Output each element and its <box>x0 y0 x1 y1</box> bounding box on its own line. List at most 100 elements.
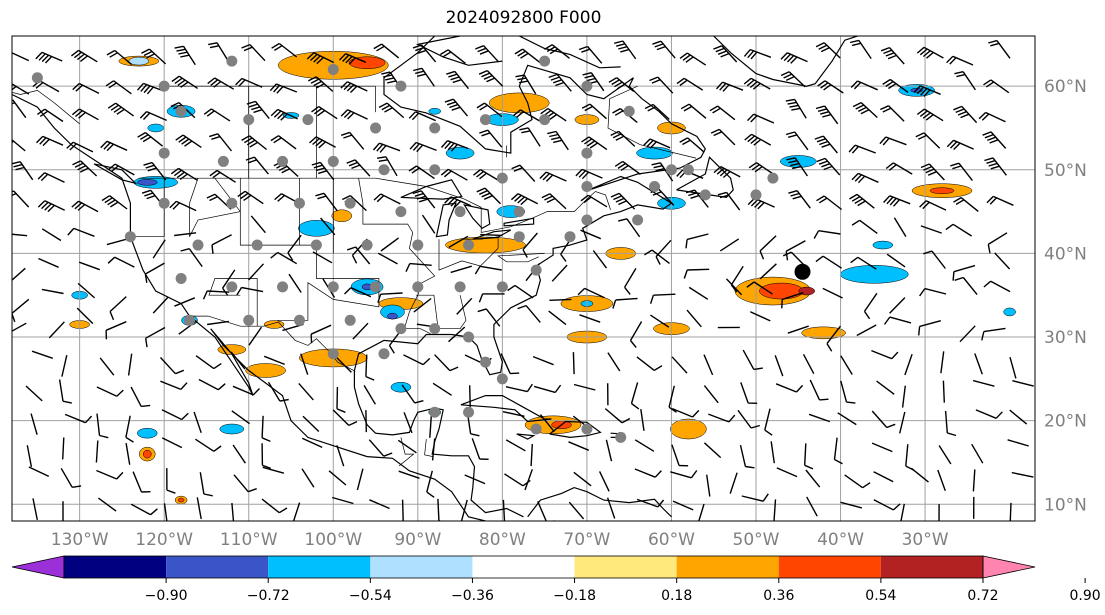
wind-barb <box>450 265 472 274</box>
wind-barb <box>541 193 567 210</box>
wind-barb <box>764 408 773 436</box>
anomaly-contour <box>801 326 846 340</box>
anomaly-contour <box>147 123 164 133</box>
colorbar-segment <box>472 556 575 578</box>
wind-barb <box>817 80 844 94</box>
lon-tick-label: 80°W <box>479 530 526 550</box>
wind-barb <box>901 385 906 408</box>
wind-barb <box>856 324 877 337</box>
wind-barb <box>28 466 50 478</box>
anomaly-contour <box>177 497 185 503</box>
wind-barb <box>60 467 82 488</box>
wind-barb <box>837 412 857 426</box>
wind-barb <box>805 469 821 488</box>
wind-barb <box>37 172 65 183</box>
wind-barb <box>369 499 390 510</box>
wind-barb <box>170 101 196 119</box>
wind-barb <box>982 131 1007 149</box>
wind-barb <box>809 379 829 401</box>
wind-barb <box>241 135 268 151</box>
wind-barb <box>730 265 744 293</box>
wind-barb <box>368 439 393 457</box>
coastline <box>353 370 524 518</box>
wind-barb <box>850 256 877 270</box>
wind-barb <box>161 437 183 449</box>
observation-dot <box>217 155 229 167</box>
observation-dot <box>665 164 677 176</box>
colorbar-tick-label: −0.36 <box>451 588 494 604</box>
wind-barb <box>942 380 945 403</box>
observation-dot <box>632 214 644 226</box>
wind-barb <box>180 248 203 268</box>
wind-barb <box>636 498 665 508</box>
wind-barb <box>742 349 763 371</box>
anomaly-contour <box>263 320 285 329</box>
wind-barb <box>849 193 875 209</box>
wind-barb <box>340 109 368 120</box>
colorbar-tick-label: 0.18 <box>661 588 692 604</box>
wind-barb <box>814 135 838 154</box>
wind-barb <box>231 503 235 521</box>
observation-dot <box>767 172 779 184</box>
observation-dot <box>699 189 711 201</box>
lat-tick-label: 20°N <box>1044 412 1087 432</box>
wind-barb <box>107 256 135 268</box>
wind-barb <box>196 497 202 520</box>
wind-barb <box>41 288 64 295</box>
wind-barb <box>310 324 332 344</box>
wind-barb <box>634 439 655 452</box>
wind-barb <box>301 468 315 488</box>
wind-barb <box>953 105 978 124</box>
observation-dot <box>564 231 576 243</box>
wind-barb <box>729 472 738 494</box>
observation-dot <box>479 114 491 126</box>
wind-barb <box>127 353 133 376</box>
observation-dot <box>302 114 314 126</box>
wind-barb <box>785 131 809 151</box>
wind-barb <box>1011 471 1034 478</box>
observation-dot <box>530 423 542 435</box>
wind-barb <box>618 218 641 238</box>
wind-barb <box>614 40 637 60</box>
observation-dot <box>581 147 593 159</box>
wind-barb <box>202 290 230 300</box>
lon-tick-label: 50°W <box>733 530 780 550</box>
observation-dot <box>158 197 170 209</box>
wind-barb <box>623 268 637 295</box>
wind-barb <box>96 413 109 439</box>
wind-barb <box>833 437 843 465</box>
wind-barb <box>479 129 503 148</box>
wind-barb <box>35 51 63 64</box>
anomaly-contour <box>390 381 412 393</box>
wind-barb <box>96 469 124 480</box>
wind-barb <box>568 441 590 451</box>
wind-barb <box>918 320 941 336</box>
border-line <box>12 90 80 125</box>
wind-barb <box>652 40 676 59</box>
wind-barb <box>130 386 151 408</box>
wind-barb <box>25 385 43 402</box>
wind-barb <box>250 215 266 234</box>
wind-barb <box>548 73 572 92</box>
wind-barb <box>230 351 246 370</box>
observation-dot <box>513 206 525 218</box>
wind-barb <box>312 251 333 264</box>
wind-barb <box>70 49 98 63</box>
colorbar-extend-low <box>11 555 65 579</box>
wind-barb <box>174 45 196 66</box>
lake-outline <box>435 202 457 238</box>
wind-barb <box>725 278 743 296</box>
wind-barb <box>132 471 151 493</box>
wind-barb <box>37 200 66 213</box>
wind-barb <box>522 232 538 258</box>
wind-barb <box>429 415 432 438</box>
wind-barb <box>437 498 442 521</box>
observation-dot <box>327 348 339 360</box>
colorbar-segment <box>64 556 167 578</box>
wind-barb <box>981 327 1006 341</box>
observation-dot <box>361 239 373 251</box>
observation-dot <box>277 155 289 167</box>
lon-tick-label: 130°W <box>51 530 109 550</box>
wind-barb <box>649 76 674 94</box>
observation-dot <box>496 281 508 293</box>
